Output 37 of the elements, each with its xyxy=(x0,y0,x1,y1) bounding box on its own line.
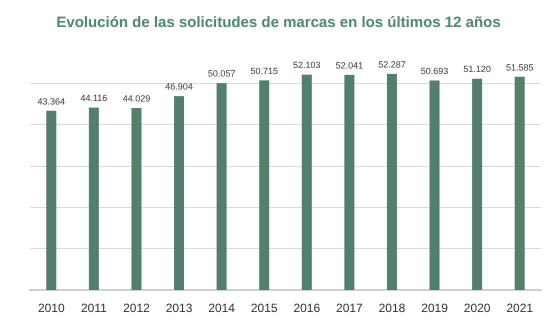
data-label: 46.904 xyxy=(165,82,193,92)
data-label: 52.103 xyxy=(293,60,321,70)
data-label: 50.693 xyxy=(420,66,448,76)
bar xyxy=(131,108,142,290)
bar xyxy=(430,80,440,290)
bar xyxy=(514,76,525,290)
data-label: 43.364 xyxy=(38,96,66,106)
data-label: 50.715 xyxy=(250,66,278,76)
bar xyxy=(472,78,482,290)
x-tick-label: 2021 xyxy=(506,301,534,315)
x-tick-label: 2017 xyxy=(336,301,364,315)
bar xyxy=(88,108,99,290)
x-tick-label: 2013 xyxy=(166,301,193,315)
bar xyxy=(216,83,227,290)
x-tick-label: 2016 xyxy=(293,301,320,315)
data-label: 52.041 xyxy=(336,60,364,70)
x-tick-label: 2010 xyxy=(38,301,65,315)
data-label: 44.029 xyxy=(122,94,150,104)
data-label: 52.287 xyxy=(378,59,406,70)
x-tick-label: 2020 xyxy=(464,301,491,315)
x-tick-label: 2011 xyxy=(80,301,108,315)
bar xyxy=(259,80,270,290)
bar xyxy=(174,96,184,290)
bar xyxy=(46,110,56,290)
bar xyxy=(386,74,397,290)
x-tick-label: 2018 xyxy=(378,301,406,315)
bar xyxy=(344,74,354,290)
x-tick-label: 2015 xyxy=(250,301,278,315)
data-label: 44.116 xyxy=(80,93,108,104)
x-tick-label: 2019 xyxy=(421,301,448,315)
chart-title: Evolución de las solicitudes de marcas en los últimos 12 años xyxy=(56,14,501,31)
bar xyxy=(302,74,312,290)
x-tick-label: 2012 xyxy=(123,301,150,315)
data-label: 51.120 xyxy=(463,64,491,74)
data-label: 50.057 xyxy=(208,68,236,79)
data-label: 51.585 xyxy=(506,62,534,72)
x-tick-label: 2014 xyxy=(208,301,236,315)
